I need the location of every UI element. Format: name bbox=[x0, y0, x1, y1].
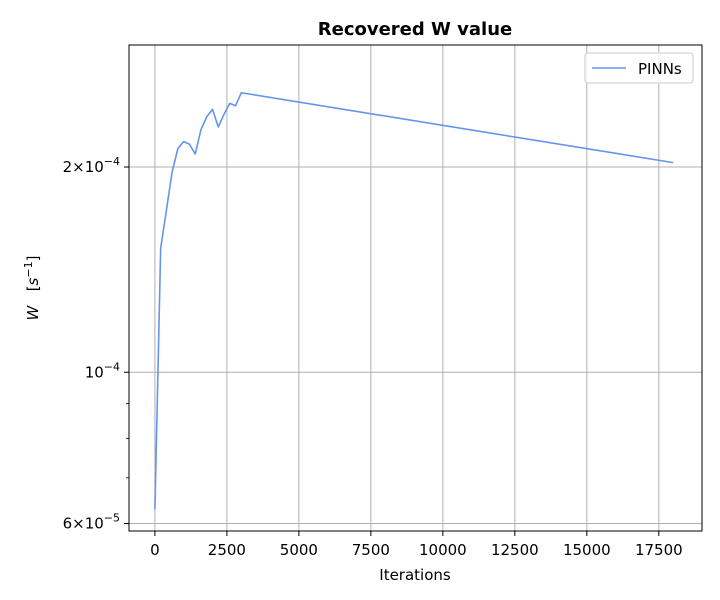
series-layer bbox=[154, 91, 674, 510]
x-tick-label: 12500 bbox=[491, 541, 539, 559]
y-axis-label: W [s−1] bbox=[22, 256, 42, 321]
chart-title: Recovered W value bbox=[318, 19, 512, 40]
legend: PINNs bbox=[584, 52, 694, 84]
plot-frame bbox=[128, 44, 703, 532]
y-axis: 6×10−5 10−4 2×10−4 bbox=[63, 155, 129, 533]
grid bbox=[129, 45, 702, 531]
x-axis-label: Iterations bbox=[379, 566, 451, 584]
x-tick-label: 2500 bbox=[208, 541, 246, 559]
x-axis: 0 2500 5000 7500 10000 12500 15000 17500 bbox=[150, 531, 683, 559]
x-tick-label: 0 bbox=[150, 541, 160, 559]
x-tick-label: 10000 bbox=[419, 541, 467, 559]
x-tick-label: 15000 bbox=[563, 541, 611, 559]
x-tick-label: 7500 bbox=[352, 541, 390, 559]
y-tick-label: 6×10−5 bbox=[63, 512, 120, 533]
legend-box bbox=[584, 52, 694, 84]
x-tick-label: 5000 bbox=[280, 541, 318, 559]
x-tick-label: 17500 bbox=[635, 541, 683, 559]
legend-label-pinns: PINNs bbox=[638, 60, 682, 78]
y-tick-label: 2×10−4 bbox=[63, 155, 120, 176]
series-line-pinns bbox=[154, 91, 674, 510]
y-tick-label: 10−4 bbox=[85, 360, 120, 381]
